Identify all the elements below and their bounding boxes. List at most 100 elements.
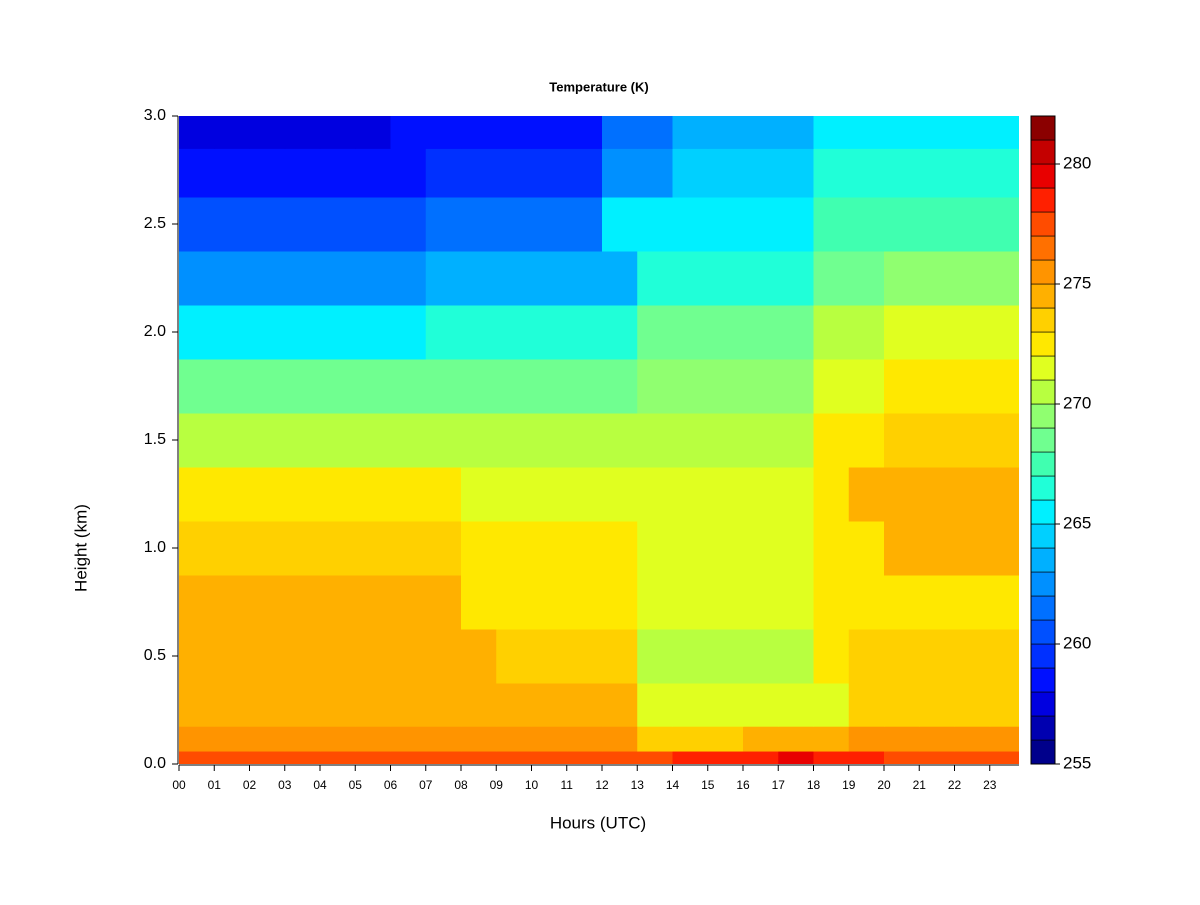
heatmap-cell [707, 751, 744, 764]
heatmap-cell [214, 467, 250, 522]
heatmap-cell [214, 629, 250, 684]
heatmap-cell [848, 359, 885, 414]
heatmap-cell [813, 359, 850, 414]
heatmap-cell [496, 726, 532, 752]
heatmap-cell [989, 116, 1019, 149]
heatmap-cell [425, 629, 462, 684]
heatmap-cell [249, 197, 286, 252]
heatmap-cell [284, 575, 321, 630]
heatmap-cell [989, 305, 1019, 360]
heatmap-cell [179, 629, 215, 684]
heatmap-cell [566, 521, 603, 576]
x-tick-label: 05 [349, 778, 363, 792]
colorbar-band [1030, 427, 1056, 453]
colorbar-band [1030, 355, 1056, 381]
colorbar-band [1030, 619, 1056, 645]
heatmap-cell [390, 116, 427, 149]
heatmap-cell [778, 413, 814, 468]
y-axis-label: Height (km) [71, 504, 90, 592]
heatmap-cell [284, 521, 321, 576]
heatmap-cell [460, 467, 497, 522]
colorbar-band [1030, 115, 1056, 141]
heatmap-cell [179, 116, 215, 149]
heatmap-cell [319, 197, 356, 252]
colorbar-tick-label: 280 [1063, 153, 1091, 172]
heatmap-cell [249, 148, 286, 198]
heatmap-cell [707, 467, 744, 522]
heatmap-cell [249, 251, 286, 306]
heatmap-cell [214, 116, 250, 149]
heatmap-cell [989, 751, 1019, 764]
heatmap-cell [319, 413, 356, 468]
heatmap-cell [496, 467, 532, 522]
x-tick-label: 03 [278, 778, 292, 792]
heatmap-cell [355, 148, 391, 198]
heatmap-cell [496, 116, 532, 149]
heatmap-cell [566, 629, 603, 684]
heatmap-cell [425, 467, 462, 522]
heatmap-cell [425, 359, 462, 414]
x-tick-label: 09 [490, 778, 504, 792]
heatmap-cell [460, 305, 497, 360]
heatmap-cell [637, 116, 673, 149]
heatmap-cell [214, 413, 250, 468]
heatmap-cell [954, 116, 991, 149]
heatmap-cell [919, 359, 955, 414]
heatmap-cell [460, 751, 497, 764]
colorbar-band [1030, 643, 1056, 669]
colorbar-band [1030, 283, 1056, 309]
heatmap-cell [883, 467, 920, 522]
heatmap-cell [848, 751, 885, 764]
heatmap-cell [284, 251, 321, 306]
heatmap-cell [425, 575, 462, 630]
heatmap-cell [707, 116, 744, 149]
x-tick-label: 04 [313, 778, 327, 792]
heatmap-cell [214, 683, 250, 727]
heatmap-cell [284, 683, 321, 727]
heatmap-cell [742, 197, 779, 252]
heatmap-cell [989, 251, 1019, 306]
colorbar-band [1030, 499, 1056, 525]
heatmap-cell [919, 521, 955, 576]
heatmap-cell [390, 751, 427, 764]
heatmap-cell [460, 251, 497, 306]
heatmap-cell [989, 359, 1019, 414]
heatmap-cell [883, 751, 920, 764]
heatmap-cell [742, 575, 779, 630]
heatmap-cell [637, 521, 673, 576]
heatmap-cell [179, 751, 215, 764]
x-tick-label: 06 [384, 778, 398, 792]
heatmap-cell [179, 305, 215, 360]
heatmap-cell [954, 575, 991, 630]
heatmap-cell [672, 629, 709, 684]
heatmap-cell [742, 148, 779, 198]
heatmap-cell [707, 197, 744, 252]
heatmap-cell [566, 683, 603, 727]
heatmap-cell [883, 521, 920, 576]
heatmap-cell [355, 116, 391, 149]
heatmap-cell [778, 467, 814, 522]
heatmap-cell [742, 467, 779, 522]
heatmap-cell [355, 683, 391, 727]
chart-title: Temperature (K) [549, 79, 648, 94]
x-tick-label: 14 [666, 778, 680, 792]
heatmap-cell [601, 751, 638, 764]
heatmap-cell [249, 683, 286, 727]
heatmap-cell [531, 521, 568, 576]
heatmap-cell [989, 683, 1019, 727]
heatmap-cell [355, 575, 391, 630]
heatmap-cell [496, 197, 532, 252]
heatmap-cell [531, 116, 568, 149]
heatmap-cell [390, 521, 427, 576]
heatmap-cell [601, 413, 638, 468]
heatmap-cell [919, 413, 955, 468]
heatmap-cell [566, 116, 603, 149]
heatmap-cell [425, 197, 462, 252]
x-tick-label: 01 [208, 778, 222, 792]
heatmap-cell [813, 197, 850, 252]
heatmap-cell [813, 726, 850, 752]
heatmap-cell [390, 251, 427, 306]
heatmap-cell [601, 575, 638, 630]
heatmap-cell [214, 305, 250, 360]
